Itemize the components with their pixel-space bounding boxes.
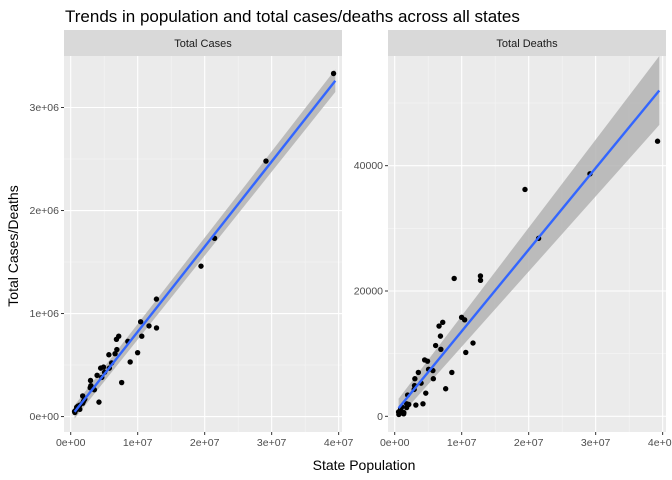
data-point: [461, 317, 468, 323]
data-point: [423, 390, 429, 396]
x-tick-label: 4e+07: [324, 437, 354, 449]
x-tick-label: 4e+07: [648, 437, 672, 449]
x-axis-title: State Population: [313, 457, 416, 473]
data-point: [94, 372, 100, 379]
data-point: [87, 377, 94, 384]
trend-line: [397, 89, 661, 409]
data-point: [100, 364, 107, 370]
data-point: [449, 369, 455, 376]
facet-strip-label: Total Deaths: [496, 38, 558, 50]
data-point: [118, 379, 125, 386]
data-point: [415, 369, 422, 376]
y-tick-label: 3e+06: [30, 102, 60, 114]
data-point: [470, 340, 476, 346]
data-point: [401, 409, 407, 416]
data-point: [153, 296, 160, 302]
facet-strip: [64, 30, 342, 56]
data-point: [146, 323, 152, 329]
x-tick-label: 1e+07: [123, 437, 153, 449]
data-point: [440, 319, 446, 326]
data-point: [477, 273, 484, 279]
y-tick-label: 2e+06: [30, 205, 60, 217]
data-point: [413, 402, 419, 408]
data-point: [451, 275, 457, 282]
x-tick-label: 2e+07: [514, 437, 544, 449]
facet-strip: [388, 30, 666, 56]
data-point: [438, 346, 444, 352]
data-point: [96, 399, 102, 405]
data-point: [114, 346, 120, 353]
data-point: [112, 351, 118, 357]
data-point: [424, 358, 431, 364]
x-tick-label: 3e+07: [257, 437, 287, 449]
x-tick-label: 2e+07: [190, 437, 220, 449]
data-point: [654, 138, 661, 144]
data-point: [153, 325, 160, 331]
x-tick-label: 3e+07: [581, 437, 611, 449]
x-tick-label: 1e+07: [447, 437, 477, 449]
panels-layer: Total Cases 0e+00 1e+07 2e+07 3e+07 4e+07 0e+0…: [30, 30, 672, 449]
x-tick-label: 0e+00: [56, 437, 86, 449]
y-tick-label: 0e+00: [30, 411, 60, 423]
data-point: [442, 386, 449, 392]
x-tick-label: 0e+00: [380, 437, 410, 449]
chart-title: Trends in population and total cases/dea…: [65, 7, 520, 26]
data-point: [263, 158, 269, 164]
data-point: [406, 401, 412, 408]
data-point: [198, 263, 204, 269]
data-point: [437, 333, 444, 339]
panel-total-cases: Total Cases 0e+00 1e+07 2e+07 3e+07 4e+07 0e+0…: [30, 30, 354, 449]
data-point: [430, 376, 437, 382]
data-point: [106, 352, 112, 358]
data-point: [137, 319, 144, 325]
y-tick-label: 1e+06: [30, 308, 60, 320]
trend-line: [73, 79, 337, 413]
y-tick-label: 40000: [354, 160, 383, 172]
data-point: [436, 323, 442, 329]
data-point: [330, 70, 337, 77]
y-tick-label: 0: [377, 411, 383, 423]
y-tick-label: 20000: [354, 286, 383, 298]
data-point: [412, 376, 418, 382]
data-point: [134, 349, 141, 356]
data-point: [522, 186, 528, 193]
data-point: [139, 333, 145, 339]
data-point: [463, 349, 469, 356]
panel-total-deaths: Total Deaths 0e+00 1e+07 2e+07 3e+07 4e+07 0 20…: [354, 30, 672, 449]
facet-strip-label: Total Cases: [174, 38, 232, 50]
data-point: [420, 401, 426, 407]
data-point: [116, 333, 122, 339]
data-point: [477, 277, 484, 284]
data-point: [127, 359, 133, 365]
confidence-band: [74, 69, 336, 419]
y-axis-title: Total Cases/Deaths: [5, 185, 21, 306]
data-point: [432, 342, 439, 349]
